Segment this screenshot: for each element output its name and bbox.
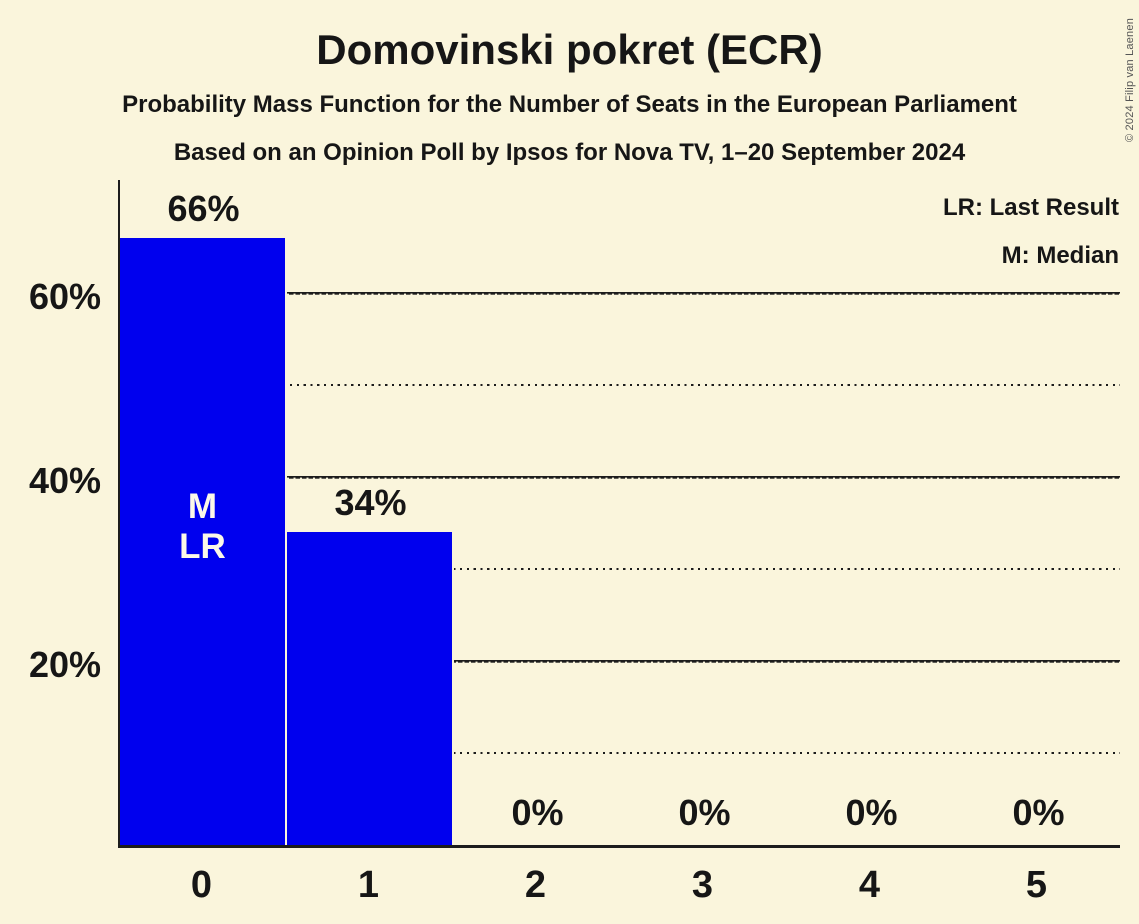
bar-annotation: M LR — [120, 224, 285, 831]
copyright-notice: © 2024 Filip van Laenen — [1124, 17, 1136, 142]
gridline-major-40 — [120, 475, 1120, 479]
x-axis-tick-label-1: 1 — [357, 864, 380, 906]
bar-seats-0: M LR — [120, 237, 287, 845]
gridline-major-60 — [120, 291, 1120, 295]
x-axis-tick-label-5: 5 — [1025, 864, 1048, 906]
bar-value-label-5: 0% — [1012, 792, 1065, 833]
gridline-major-20 — [120, 659, 1120, 663]
bar-value-label-2: 0% — [511, 792, 564, 833]
plot-area: M LR 66% 34% 0% 0% 0% 0% — [118, 180, 1120, 848]
legend-last-result: LR: Last Result — [942, 194, 1119, 221]
legend-median: M: Median — [1001, 242, 1119, 269]
chart-poll-source: Based on an Opinion Poll by Ipsos for No… — [173, 139, 966, 166]
chart-title: Domovinski pokret (ECR) — [316, 26, 823, 73]
y-axis-tick-label-20: 20% — [28, 644, 101, 685]
gridline-minor-50 — [120, 383, 1120, 386]
bar-value-label-3: 0% — [678, 792, 731, 833]
x-axis-tick-label-4: 4 — [858, 864, 881, 906]
x-axis-tick-label-2: 2 — [524, 864, 547, 906]
legend: LR: Last Result M: Median — [943, 184, 1119, 280]
bar-annotation-line-m: M — [187, 487, 218, 527]
y-axis-tick-label-60: 60% — [28, 276, 101, 317]
gridline-minor-30 — [120, 567, 1120, 570]
bar-annotation-line-lr: LR — [179, 527, 226, 567]
y-axis-tick-label-40: 40% — [28, 460, 101, 501]
bar-value-label-4: 0% — [845, 792, 898, 833]
chart-subtitle: Probability Mass Function for the Number… — [122, 91, 1017, 118]
bar-seats-1 — [287, 532, 454, 845]
gridline-minor-10 — [120, 751, 1120, 754]
x-axis-tick-label-3: 3 — [691, 864, 714, 906]
bar-value-label-0: 66% — [167, 187, 240, 229]
bar-value-label-1: 34% — [334, 482, 407, 524]
x-axis-tick-label-0: 0 — [190, 864, 213, 906]
